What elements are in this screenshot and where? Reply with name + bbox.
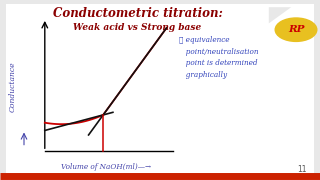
Text: Conductance: Conductance bbox=[9, 61, 17, 112]
Circle shape bbox=[275, 18, 317, 41]
FancyBboxPatch shape bbox=[269, 7, 314, 50]
Text: Weak acid vs Strong base: Weak acid vs Strong base bbox=[74, 23, 202, 32]
Text: RP: RP bbox=[288, 25, 304, 34]
Text: Volume of NaOH(ml)—→: Volume of NaOH(ml)—→ bbox=[60, 163, 151, 171]
Polygon shape bbox=[269, 7, 291, 23]
Text: 11: 11 bbox=[298, 165, 307, 174]
Text: ❖ equivalence
   point/neutralisation
   point is determined
   graphically: ❖ equivalence point/neutralisation point… bbox=[179, 36, 259, 79]
Text: Conductometric titration:: Conductometric titration: bbox=[53, 7, 222, 20]
